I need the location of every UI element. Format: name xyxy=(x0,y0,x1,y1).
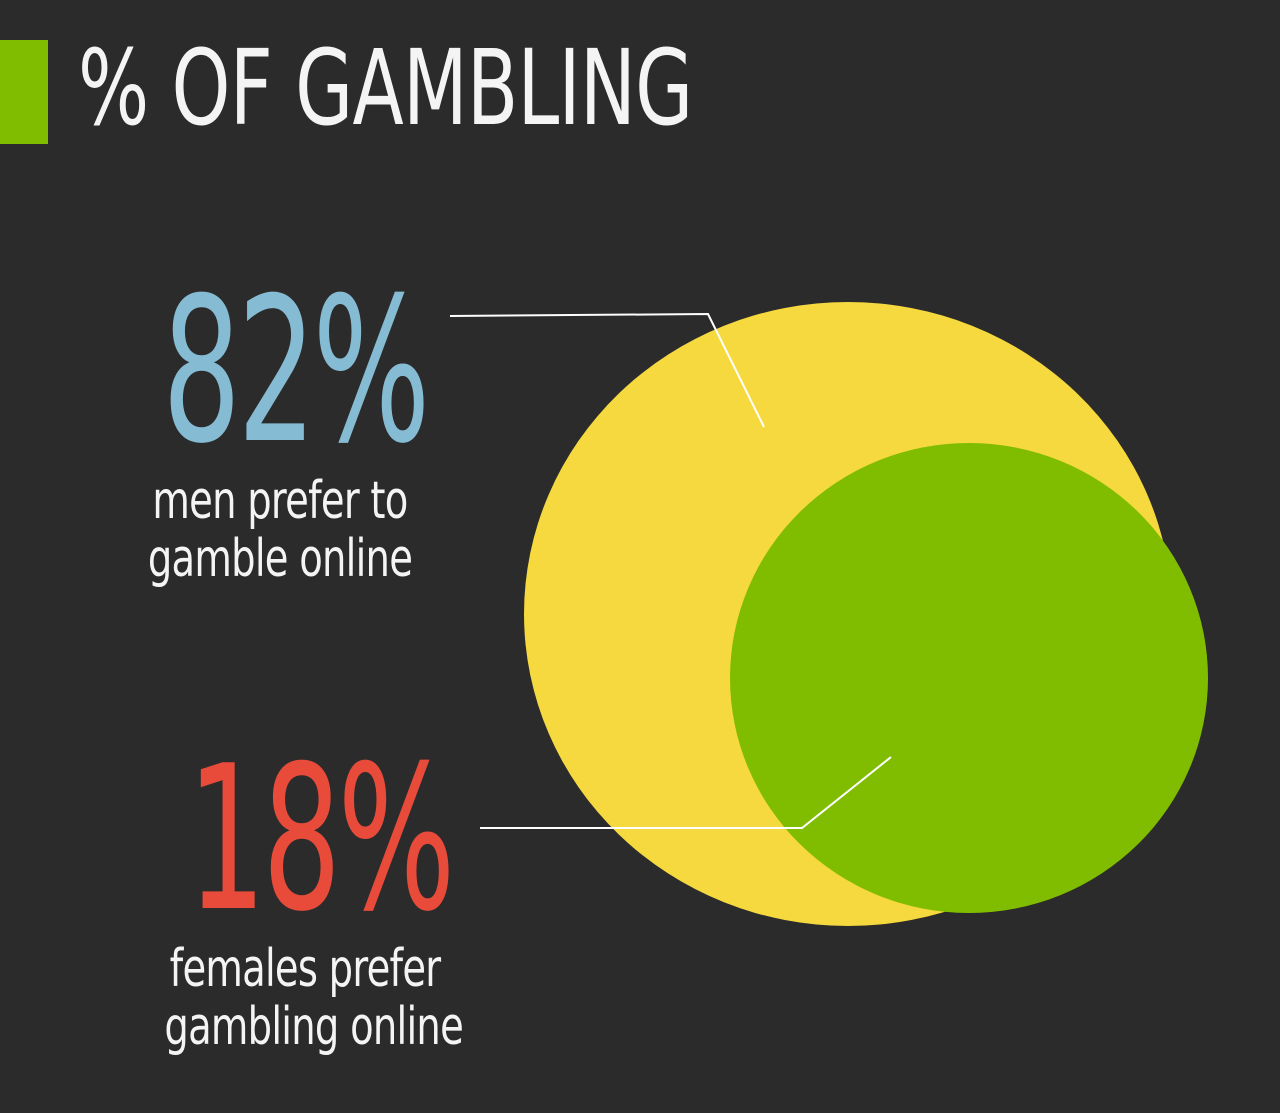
men-caption-line1: men prefer to xyxy=(152,471,408,531)
page-title: % OF GAMBLING xyxy=(78,27,693,149)
female-stat: 18% females prefer gambling online xyxy=(115,723,495,1057)
men-caption-line2: gamble online xyxy=(147,529,413,589)
female-leader-line xyxy=(480,756,892,829)
female-caption-line1: females prefer xyxy=(169,939,441,999)
female-circle xyxy=(730,443,1208,913)
female-caption-line2: gambling online xyxy=(164,997,464,1057)
female-percentage: 18% xyxy=(187,723,455,956)
men-leader-line xyxy=(449,312,765,428)
men-percentage: 82% xyxy=(162,255,430,488)
accent-bar xyxy=(0,40,48,144)
men-stat: 82% men prefer to gamble online xyxy=(90,255,470,589)
